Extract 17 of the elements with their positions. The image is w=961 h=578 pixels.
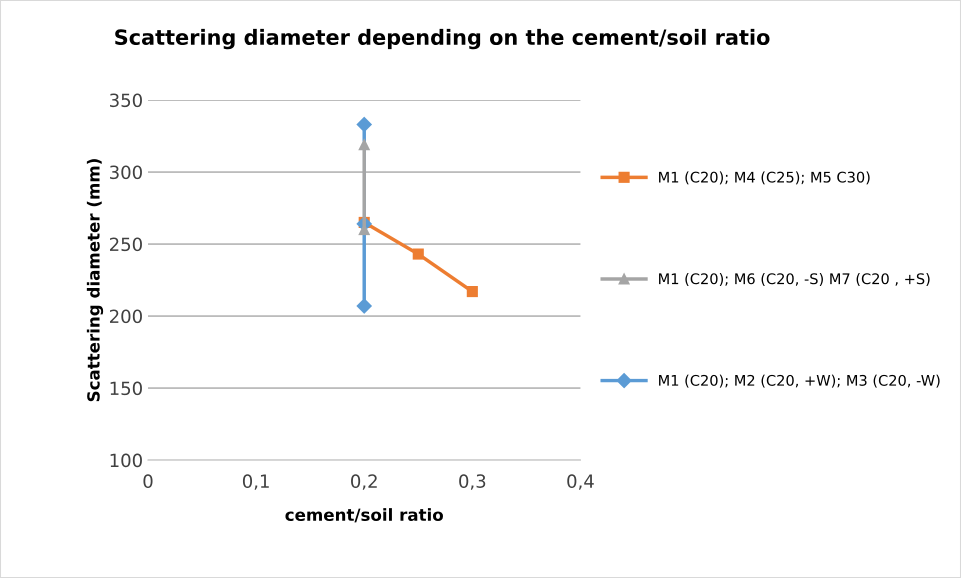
y-tick-label: 100	[110, 454, 142, 468]
y-tick-label: 350	[110, 93, 142, 108]
legend-label: M1 (C20); M6 (C20, -S) M7 (C20 , +S)	[659, 273, 930, 286]
y-tick-label: 150	[110, 382, 142, 396]
x-tick-label: 0,2	[351, 474, 377, 490]
chart-title: Scattering diameter depending on the cement/soil ratio	[115, 28, 770, 50]
x-axis-title: cement/soil ratio	[285, 508, 443, 522]
legend-label: M1 (C20); M2 (C20, +W); M3 (C20, -W)	[659, 374, 940, 388]
legend-label: M1 (C20); M4 (C25); M5 C30)	[659, 171, 870, 184]
x-tick-label: 0	[143, 474, 153, 488]
x-tick-label: 0,1	[242, 474, 269, 490]
y-tick-label: 250	[110, 237, 142, 252]
y-axis-title: Scattering diameter (mm)	[86, 159, 104, 402]
y-tick-label: 300	[110, 165, 142, 180]
x-tick-label: 0,3	[459, 474, 486, 490]
y-tick-label: 200	[110, 310, 142, 324]
x-tick-label: 0,4	[567, 474, 594, 490]
